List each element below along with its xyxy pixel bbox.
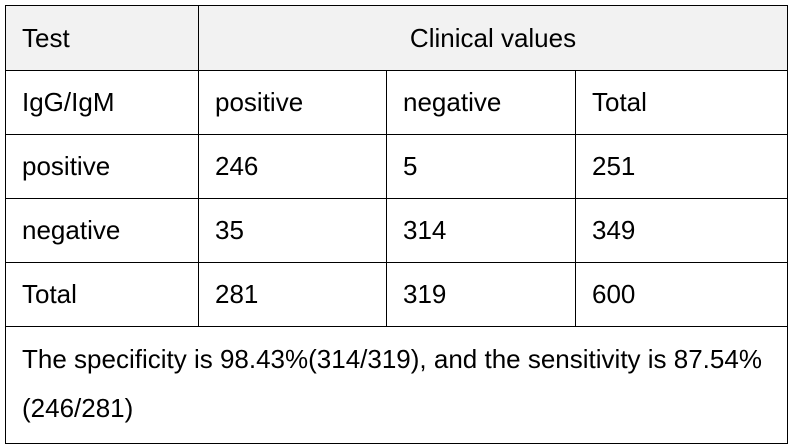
table-cell: 5 (386, 134, 576, 199)
table-subheader-row: IgG/IgM positive negative Total (5, 70, 789, 135)
table-cell: 319 (386, 262, 576, 327)
row-label: positive (5, 134, 199, 199)
subheader-cell: positive (198, 70, 387, 135)
table-row: positive 246 5 251 (5, 134, 789, 199)
table-cell: 35 (198, 198, 387, 263)
subheader-cell: negative (386, 70, 576, 135)
table-note-row: The specificity is 98.43%(314/319), and … (4, 326, 789, 444)
row-label: negative (5, 198, 199, 263)
table-row: Total 281 319 600 (5, 262, 789, 327)
table-cell: 281 (198, 262, 387, 327)
table-cell: 246 (198, 134, 387, 199)
results-table: Test Clinical values IgG/IgM positive ne… (4, 5, 789, 444)
row-label: Total (5, 262, 199, 327)
table-cell: 314 (386, 198, 576, 263)
table-header-row: Test Clinical values (5, 5, 789, 71)
table-cell: 349 (574, 198, 789, 263)
table-note: The specificity is 98.43%(314/319), and … (4, 326, 789, 444)
results-table-container: Test Clinical values IgG/IgM positive ne… (4, 5, 789, 444)
header-test: Test (5, 5, 199, 71)
subheader-cell: IgG/IgM (5, 70, 199, 135)
table-cell: 251 (574, 134, 789, 199)
subheader-cell: Total (574, 70, 789, 135)
table-cell: 600 (574, 262, 789, 327)
table-row: negative 35 314 349 (5, 198, 789, 263)
header-clinical-values: Clinical values (197, 5, 789, 71)
